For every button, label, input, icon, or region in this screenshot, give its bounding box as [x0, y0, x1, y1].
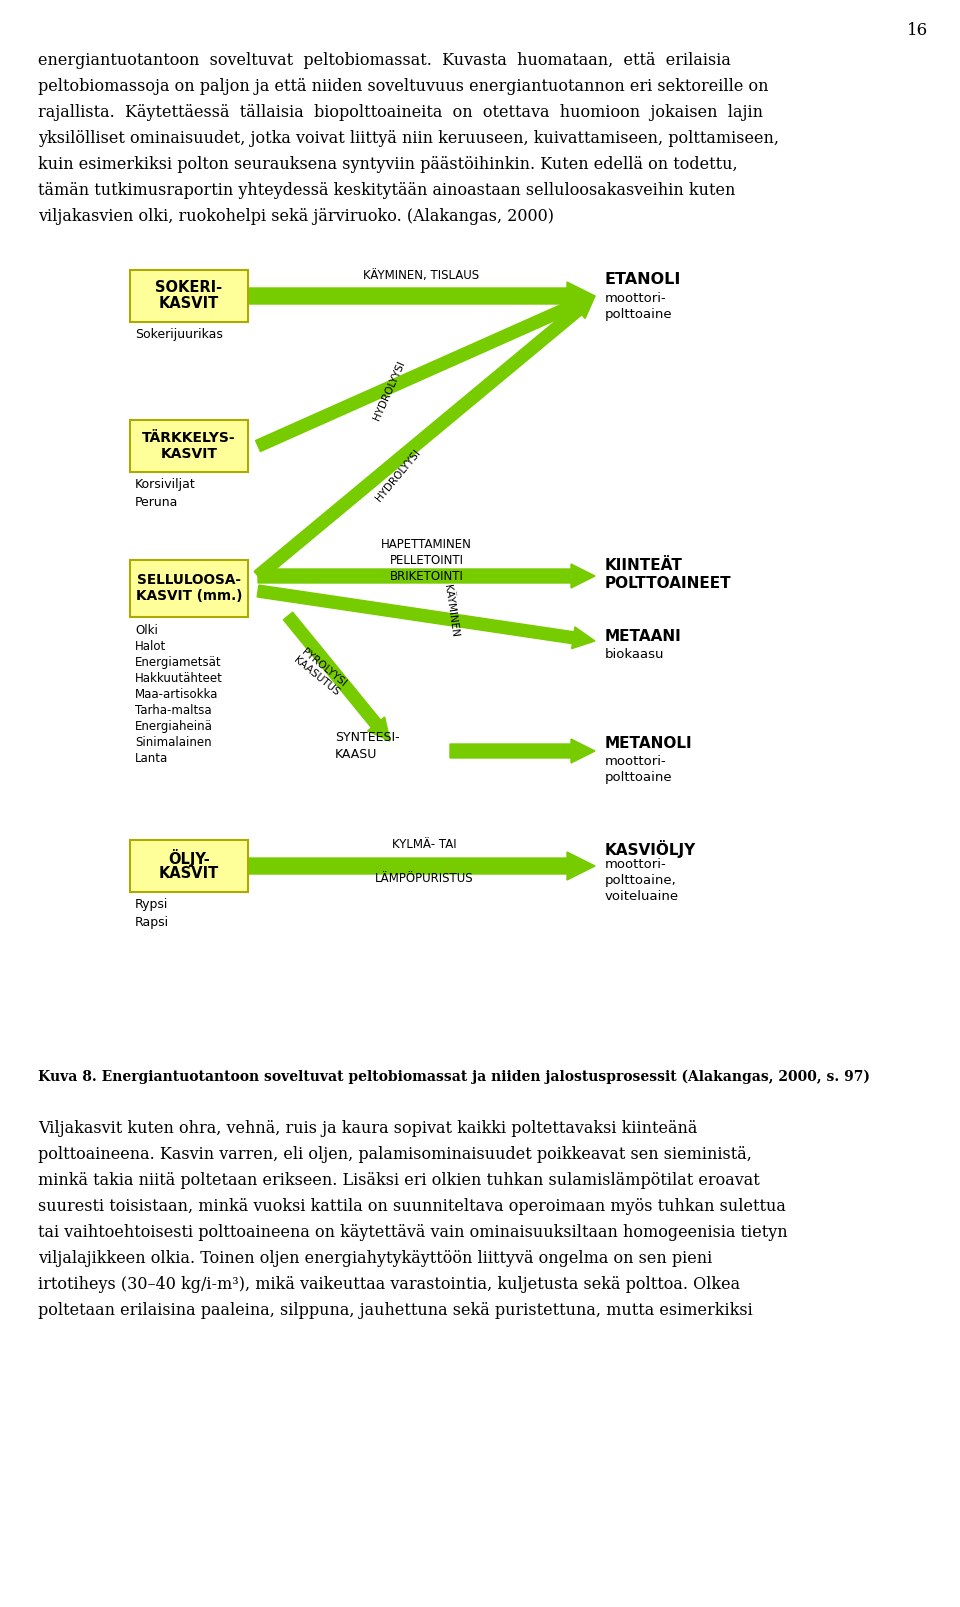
FancyBboxPatch shape: [130, 559, 248, 617]
Text: KASVIT (mm.): KASVIT (mm.): [135, 590, 242, 604]
Polygon shape: [248, 852, 595, 881]
Text: SYNTEESI-
KAASU: SYNTEESI- KAASU: [335, 731, 399, 762]
Text: moottori-: moottori-: [605, 292, 667, 305]
Text: tai vaihtoehtoisesti polttoaineena on käytettävä vain ominaisuuksiltaan homogeen: tai vaihtoehtoisesti polttoaineena on kä…: [38, 1225, 787, 1241]
Text: Kuva 8. Energiantuotantoon soveltuvat peltobiomassat ja niiden jalostusprosessit: Kuva 8. Energiantuotantoon soveltuvat pe…: [38, 1070, 870, 1085]
Text: kuin esimerkiksi polton seurauksena syntyviin päästöihinkin. Kuten edellä on tod: kuin esimerkiksi polton seurauksena synt…: [38, 156, 737, 174]
Text: KÄYMINEN: KÄYMINEN: [443, 583, 460, 638]
Text: Hakkuutähteet: Hakkuutähteet: [135, 672, 223, 685]
Text: polttoaine: polttoaine: [605, 771, 673, 784]
Text: KYLMÄ- TAI: KYLMÄ- TAI: [392, 837, 456, 852]
Text: moottori-: moottori-: [605, 755, 667, 768]
Text: voiteluaine: voiteluaine: [605, 890, 679, 903]
Text: Sinimalainen: Sinimalainen: [135, 736, 211, 749]
Text: polttoaine,: polttoaine,: [605, 874, 677, 887]
Text: Sokerijuurikas: Sokerijuurikas: [135, 328, 223, 341]
Text: HYDROLYYSI: HYDROLYYSI: [372, 360, 407, 423]
Text: viljalajikkeen olkia. Toinen oljen energiahytykäyttöön liittyvä ongelma on sen p: viljalajikkeen olkia. Toinen oljen energ…: [38, 1250, 712, 1266]
Polygon shape: [258, 564, 595, 588]
Text: KASVIT: KASVIT: [160, 447, 218, 461]
FancyBboxPatch shape: [130, 419, 248, 472]
Text: Halot: Halot: [135, 640, 166, 652]
Text: KÄYMINEN, TISLAUS: KÄYMINEN, TISLAUS: [364, 268, 480, 281]
Text: ÖLJY-: ÖLJY-: [168, 848, 210, 868]
Text: Lanta: Lanta: [135, 752, 168, 765]
Text: viljakasvien olki, ruokohelpi sekä järviruoko. (Alakangas, 2000): viljakasvien olki, ruokohelpi sekä järvi…: [38, 207, 554, 225]
Text: Korsiviljat
Peruna: Korsiviljat Peruna: [135, 477, 196, 509]
Text: rajallista.  Käytettäessä  tällaisia  biopolttoaineita  on  otettava  huomioon  : rajallista. Käytettäessä tällaisia biopo…: [38, 104, 763, 121]
Text: Viljakasvit kuten ohra, vehnä, ruis ja kaura sopivat kaikki poltettavaksi kiinte: Viljakasvit kuten ohra, vehnä, ruis ja k…: [38, 1120, 697, 1138]
Text: peltobiomassoja on paljon ja että niiden soveltuvuus energiantuotannon eri sekto: peltobiomassoja on paljon ja että niiden…: [38, 79, 769, 95]
Text: HAPETTAMINEN
PELLETOINTI
BRIKETOINTI: HAPETTAMINEN PELLETOINTI BRIKETOINTI: [381, 538, 472, 583]
Text: irtotiheys (30–40 kg/i-m³), mikä vaikeuttaa varastointia, kuljetusta sekä poltto: irtotiheys (30–40 kg/i-m³), mikä vaikeut…: [38, 1276, 740, 1294]
Text: suuresti toisistaan, minkä vuoksi kattila on suunniteltava operoimaan myös tuhka: suuresti toisistaan, minkä vuoksi kattil…: [38, 1197, 786, 1215]
Polygon shape: [450, 739, 595, 763]
Text: energiantuotantoon  soveltuvat  peltobiomassat.  Kuvasta  huomataan,  että  eril: energiantuotantoon soveltuvat peltobioma…: [38, 51, 731, 69]
Text: Energiametsät: Energiametsät: [135, 656, 222, 669]
Text: Olki: Olki: [135, 624, 157, 636]
Text: POLTTOAINEET: POLTTOAINEET: [605, 575, 732, 591]
Text: LÄMPÖPURISTUS: LÄMPÖPURISTUS: [374, 873, 473, 885]
Text: biokaasu: biokaasu: [605, 648, 664, 660]
Text: KASVIÖLJY: KASVIÖLJY: [605, 840, 696, 858]
Text: SOKERI-: SOKERI-: [156, 281, 223, 296]
Text: PYROLYYSI
KAASUTUS: PYROLYYSI KAASUTUS: [292, 646, 348, 697]
Text: ETANOLI: ETANOLI: [605, 272, 682, 288]
Text: polttoaineena. Kasvin varren, eli oljen, palamisominaisuudet poikkeavat sen siem: polttoaineena. Kasvin varren, eli oljen,…: [38, 1146, 752, 1163]
Text: KASVIT: KASVIT: [158, 866, 219, 882]
Text: tämän tutkimusraportin yhteydessä keskitytään ainoastaan selluloosakasveihin kut: tämän tutkimusraportin yhteydessä keskit…: [38, 182, 735, 199]
Polygon shape: [283, 612, 390, 741]
Text: poltetaan erilaisina paaleina, silppuna, jauhettuna sekä puristettuna, mutta esi: poltetaan erilaisina paaleina, silppuna,…: [38, 1302, 753, 1319]
Text: yksilölliset ominaisuudet, jotka voivat liittyä niin keruuseen, kuivattamiseen, : yksilölliset ominaisuudet, jotka voivat …: [38, 130, 779, 146]
Polygon shape: [248, 281, 595, 310]
Text: HYDROLYYSI: HYDROLYYSI: [373, 448, 422, 503]
FancyBboxPatch shape: [130, 270, 248, 321]
Text: SELLULOOSA-: SELLULOOSA-: [137, 574, 241, 588]
Text: METAANI: METAANI: [605, 628, 682, 644]
FancyBboxPatch shape: [130, 840, 248, 892]
Polygon shape: [255, 296, 595, 452]
Text: 16: 16: [907, 22, 928, 39]
Text: moottori-: moottori-: [605, 858, 667, 871]
Text: minkä takia niitä poltetaan erikseen. Lisäksi eri olkien tuhkan sulamislämpötila: minkä takia niitä poltetaan erikseen. Li…: [38, 1172, 759, 1189]
Text: TÄRKKELYS-: TÄRKKELYS-: [142, 431, 236, 445]
Polygon shape: [257, 585, 595, 649]
Text: Rypsi
Rapsi: Rypsi Rapsi: [135, 898, 169, 929]
Text: Maa-artisokka: Maa-artisokka: [135, 688, 218, 701]
Text: polttoaine: polttoaine: [605, 309, 673, 321]
Text: KASVIT: KASVIT: [158, 297, 219, 312]
Polygon shape: [254, 296, 595, 580]
Text: KIINTEÄT: KIINTEÄT: [605, 558, 683, 574]
Text: Tarha-maltsa: Tarha-maltsa: [135, 704, 211, 717]
Text: METANOLI: METANOLI: [605, 736, 692, 750]
Text: Energiaheinä: Energiaheinä: [135, 720, 213, 733]
